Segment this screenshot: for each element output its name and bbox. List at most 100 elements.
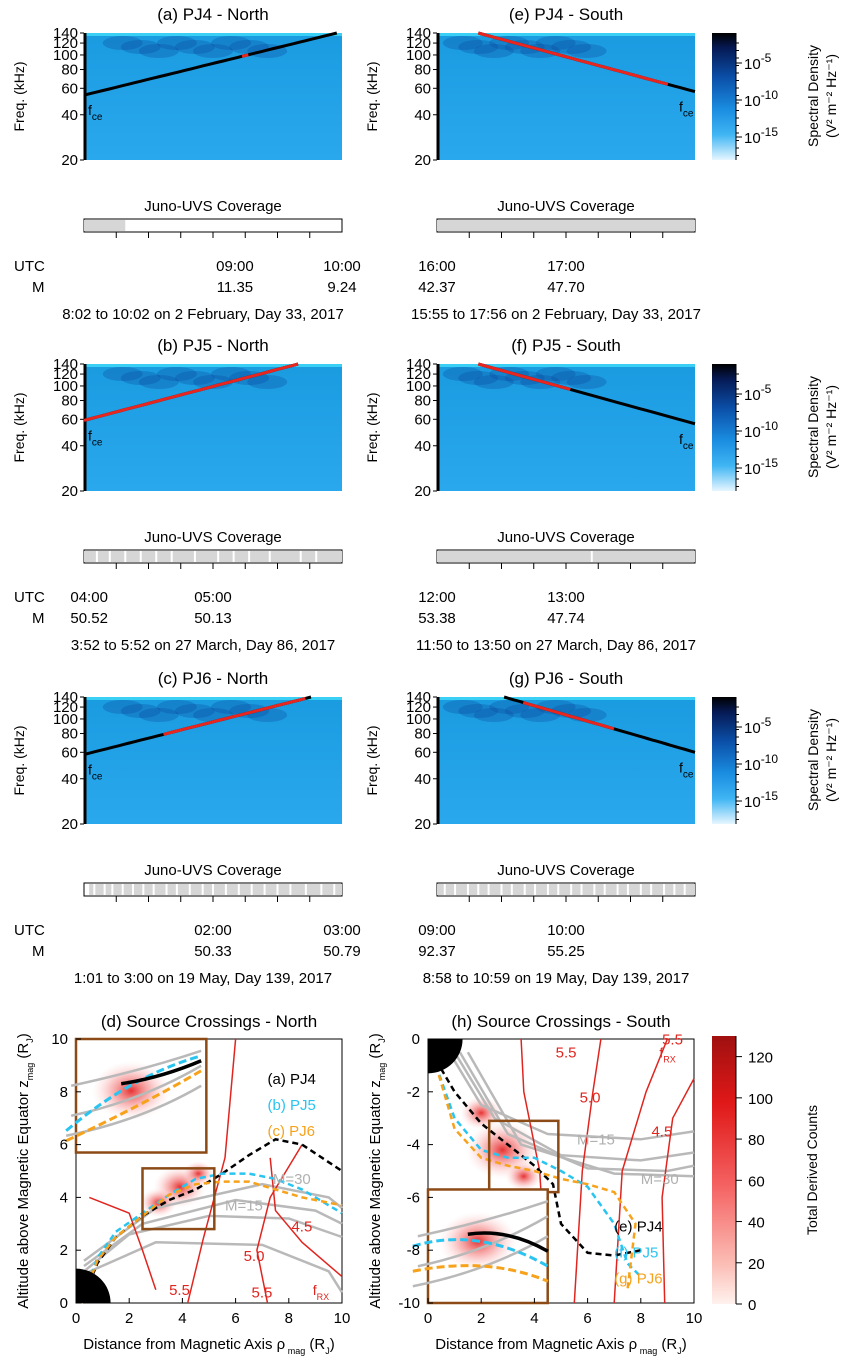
- y-tick-label: -8: [407, 1242, 420, 1259]
- fce-curve-overlap: [522, 701, 615, 731]
- fce-label: fce: [679, 99, 694, 120]
- m-tick-label: 9.24: [327, 279, 356, 296]
- spectrogram-background: [437, 697, 695, 824]
- colorbar-tick-label: 120: [748, 1050, 773, 1067]
- y-tick-label: 120: [53, 366, 78, 383]
- y-tick-label: 20: [414, 816, 431, 833]
- y-tick-label: -4: [407, 1137, 420, 1154]
- panel-title: (c) PJ6 - North: [158, 669, 269, 688]
- fce-label: fce: [88, 762, 103, 783]
- utc-label: UTC: [14, 922, 45, 939]
- frx-contour: [269, 1157, 343, 1278]
- contour-label: 5.5: [556, 1044, 577, 1061]
- emission-patch: [193, 375, 233, 389]
- source-crossing-panels: (d) Source Crossings - North (a) PJ4 (b) P…: [15, 1012, 702, 1356]
- y-tick-label: -10: [398, 1295, 420, 1312]
- y-tick-label: 40: [414, 771, 431, 788]
- y-tick-label: 140: [53, 356, 78, 373]
- colorbar-tick-label: 10-5: [744, 715, 772, 737]
- legend-entry-2: (f) PJ5: [614, 1245, 658, 1262]
- y-tick-label: 140: [406, 356, 431, 373]
- spectral-colorbar-2: 10-5 10-10 10-15 Spectral Density (V² m⁻² Hz…: [712, 697, 839, 824]
- inset-trajectory-2: [412, 1238, 549, 1268]
- y-tick-label: 40: [61, 107, 78, 124]
- trajectory-1: [434, 1059, 642, 1257]
- y-axis-label: Freq. (kHz): [364, 393, 380, 463]
- emission-patch: [174, 704, 215, 718]
- y-tick-label: 20: [414, 152, 431, 169]
- y-tick-label: 40: [61, 438, 78, 455]
- emission-patch: [102, 700, 143, 714]
- emission-patch: [102, 36, 143, 50]
- emission-patch: [193, 44, 233, 58]
- colorbar-tick-label: 10-15: [744, 789, 778, 811]
- emission-patch: [489, 700, 530, 714]
- y-tick-label: 80: [61, 393, 78, 410]
- emission-patch: [535, 36, 576, 50]
- colorbar-label: Spectral Density: [805, 709, 821, 811]
- fce-curve-overlap: [477, 362, 571, 391]
- inset-trajectory-3: [412, 1264, 549, 1283]
- m-tick-label: 55.25: [547, 943, 585, 960]
- y-tick-label: 60: [414, 411, 431, 428]
- y-tick-label: 8: [60, 1084, 68, 1101]
- colorbar-units: (V² m⁻² Hz⁻¹): [823, 54, 839, 138]
- x-tick-label: 2: [477, 1310, 485, 1327]
- spectral-colorbar-1: 10-5 10-10 10-15 Spectral Density (V² m⁻² Hz…: [712, 364, 839, 491]
- jupiter-disk: [428, 1039, 463, 1074]
- colorbar-gradient: [712, 1036, 736, 1304]
- m-label: M: [32, 610, 45, 627]
- y-axis-label: Freq. (kHz): [364, 726, 380, 796]
- coverage-label: Juno-UVS Coverage: [497, 529, 635, 546]
- m-tick-label: 42.37: [418, 279, 456, 296]
- y-tick-label: 140: [53, 689, 78, 706]
- legend-entry-1: (e) PJ4: [614, 1219, 662, 1236]
- m-shell-label: M=15: [577, 1132, 615, 1149]
- y-tick-label: 140: [53, 25, 78, 42]
- m-tick-label: 50.13: [194, 610, 232, 627]
- x-tick-label: 10: [334, 1310, 351, 1327]
- inset-trajectory-1: [120, 1059, 202, 1086]
- emission-patch: [535, 367, 576, 381]
- spectrogram-background: [84, 33, 342, 160]
- inset-trajectory-2: [65, 1054, 202, 1132]
- colorbar-gradient: [712, 33, 736, 160]
- y-tick-label: 120: [406, 699, 431, 716]
- colorbar-tick-label: 10-10: [744, 419, 778, 441]
- contour-label: 5.5: [252, 1285, 273, 1302]
- spectrogram-background: [437, 364, 695, 491]
- y-tick-label: 100: [406, 47, 431, 64]
- emission-patch: [156, 36, 197, 50]
- colorbar-tick-label: 40: [748, 1215, 765, 1232]
- x-tick-label: 4: [530, 1310, 538, 1327]
- coverage-fill: [437, 220, 695, 231]
- colorbar-tick-label: 10-10: [744, 88, 778, 110]
- coverage-label: Juno-UVS Coverage: [497, 862, 635, 879]
- trajectory-3: [434, 1065, 637, 1290]
- y-tick-label: 60: [414, 744, 431, 761]
- emission-patch: [120, 704, 161, 718]
- inset-trajectory-3: [65, 1069, 202, 1143]
- time-range-caption: 15:55 to 17:56 on 2 February, Day 33, 20…: [411, 306, 701, 323]
- emission-patch: [566, 44, 607, 58]
- emission-patch: [229, 40, 270, 54]
- legend-entry-2: (b) PJ5: [268, 1097, 316, 1114]
- utc-tick-label: 03:00: [323, 922, 361, 939]
- emission-patch: [247, 708, 288, 722]
- legend-entry-3: (g) PJ6: [614, 1271, 662, 1288]
- colorbar-tick-label: 10-10: [744, 752, 778, 774]
- m-tick-label: 50.52: [70, 610, 108, 627]
- inset-trajectory-1: [467, 1231, 549, 1253]
- emission-patch: [442, 367, 483, 381]
- x-axis-label: Distance from Magnetic Axis ρ mag (RJ): [83, 1336, 334, 1356]
- field-line: [453, 1051, 695, 1162]
- inset-field-line: [417, 1215, 549, 1268]
- frx-label: fRX: [659, 1044, 675, 1064]
- m-tick-label: 50.33: [194, 943, 232, 960]
- emission-patch: [138, 375, 179, 389]
- coverage-fill: [437, 884, 695, 895]
- y-tick-label: -6: [407, 1189, 420, 1206]
- frx-contour: [256, 1144, 303, 1304]
